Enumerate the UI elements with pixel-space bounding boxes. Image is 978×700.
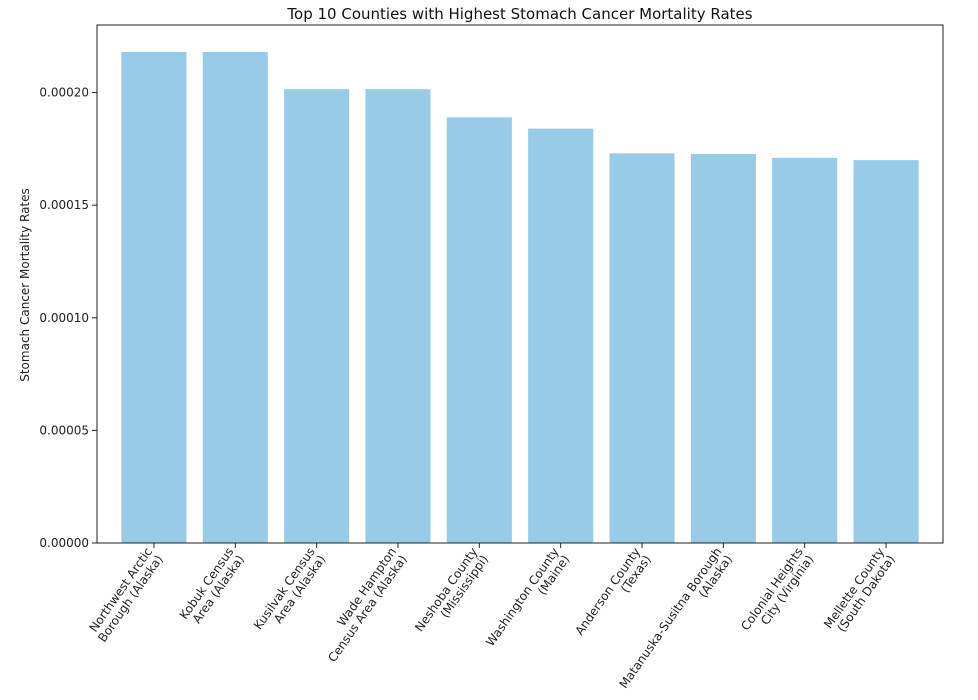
x-tick-label-line: Washington County [483,545,562,649]
bar [202,52,268,543]
x-tick-label: Kobuk CensusArea (Alaska) [177,545,247,629]
y-tick-label: 0.00015 [39,198,89,212]
y-tick-label: 0.00010 [39,311,89,325]
x-tick-label: Washington County(Maine) [483,545,572,656]
x-tick-label: Anderson County(Texas) [572,545,653,645]
x-tick-label: Northwest ArcticBorough (Alaska) [85,545,166,645]
bar [121,52,187,543]
bar [528,128,594,543]
bar [446,117,512,543]
x-tick-label: Wade HamptonCensus Area (Alaska) [315,545,410,665]
x-ticks-layer: Northwest ArcticBorough (Alaska) Kobuk Ce… [85,543,898,691]
x-tick-label: Kusilvak CensusArea (Alaska) [251,545,328,640]
x-tick-label: Colonial HeightsCity (Virginia) [738,545,816,641]
y-ticks-layer: 0.00000 0.00005 0.00010 0.00015 0.00020 [39,86,97,550]
y-tick-label: 0.00005 [39,423,89,437]
bar [853,160,919,543]
bar [772,157,838,543]
bar [690,154,756,544]
plot-frame [96,24,944,544]
bar [365,89,431,543]
bar [609,153,675,543]
chart-title: Top 10 Counties with Highest Stomach Can… [286,5,752,23]
x-tick-label: Mellette County(South Dakota) [821,545,898,638]
bars-layer [121,52,919,544]
y-tick-label: 0.00020 [39,86,89,100]
x-tick-label-line: Anderson County [572,545,643,638]
bar [284,89,350,543]
x-tick-label-line: Census Area (Alaska) [325,552,410,664]
x-tick-label: Neshoba County(Mississippi) [412,545,491,642]
y-tick-label: 0.00000 [39,536,89,550]
y-axis-title: Stomach Cancer Mortality Rates [18,188,32,382]
